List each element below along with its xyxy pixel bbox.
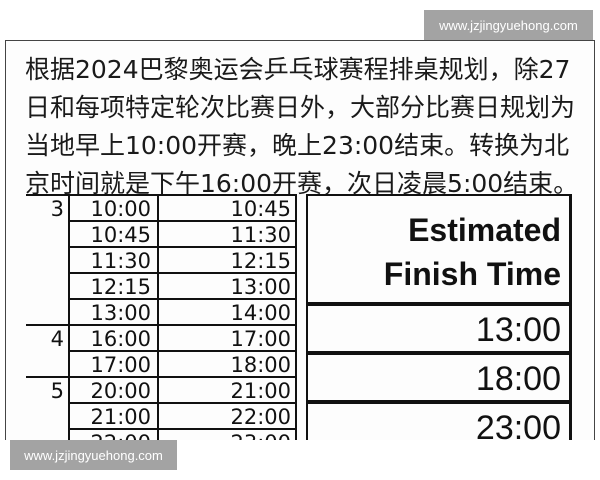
schedule-row: 12:15 13:00 [26, 272, 297, 299]
round-cell [26, 272, 68, 298]
round-cell: 3 [26, 194, 68, 221]
schedule-row: 4 16:00 17:00 [26, 324, 297, 351]
start-time-cell: 12:15 [68, 272, 157, 299]
start-time-cell: 17:00 [68, 350, 157, 377]
round-cell [26, 350, 68, 376]
watermark-top: www.jzjingyuehong.com [424, 10, 593, 40]
intro-paragraph: 根据2024巴黎奥运会乒乓球赛程排桌规划，除27日和每项特定轮次比赛日外，大部分… [25, 55, 579, 198]
schedule-row: 5 20:00 21:00 [26, 376, 297, 403]
end-time-cell: 18:00 [157, 350, 297, 377]
round-cell [26, 402, 68, 428]
end-time-cell: 13:00 [157, 272, 297, 299]
start-time-cell: 11:30 [68, 246, 157, 273]
end-time-cell: 22:00 [157, 402, 297, 429]
end-time-cell: 21:00 [157, 376, 297, 403]
end-time-cell: 17:00 [157, 324, 297, 351]
header-line-2: Finish Time [383, 256, 561, 292]
schedule-row: 17:00 18:00 [26, 350, 297, 377]
finish-value: 18:00 [306, 351, 572, 400]
start-time-cell: 20:00 [68, 376, 157, 403]
round-cell [26, 298, 68, 324]
image-card: 根据2024巴黎奥运会乒乓球赛程排桌规划，除27日和每项特定轮次比赛日外，大部分… [5, 40, 595, 440]
end-time-cell: 11:30 [157, 220, 297, 247]
end-time-cell: 10:45 [157, 194, 297, 221]
start-time-cell: 22:00 [68, 428, 157, 440]
start-time-cell: 10:00 [68, 194, 157, 221]
watermark-bottom: www.jzjingyuehong.com [10, 440, 177, 470]
start-time-cell: 16:00 [68, 324, 157, 351]
finish-value: 23:00 [306, 400, 572, 440]
schedule-row: 10:45 11:30 [26, 220, 297, 247]
header-line-1: Estimated [408, 212, 561, 248]
round-cell [26, 220, 68, 246]
schedule-row: 3 10:00 10:45 [26, 194, 297, 221]
schedule-row: 11:30 12:15 [26, 246, 297, 273]
schedule-row: 13:00 14:00 [26, 298, 297, 325]
start-time-cell: 13:00 [68, 298, 157, 325]
round-cell: 5 [26, 376, 68, 403]
finish-time-header: Estimated Finish Time [306, 194, 572, 304]
start-time-cell: 10:45 [68, 220, 157, 247]
finish-time-table: Estimated Finish Time 13:00 18:00 23:00 [306, 194, 572, 440]
round-cell [26, 428, 68, 440]
finish-value: 13:00 [306, 302, 572, 351]
round-cell: 4 [26, 324, 68, 351]
start-time-cell: 21:00 [68, 402, 157, 429]
end-time-cell: 12:15 [157, 246, 297, 273]
end-time-cell: 23:00 [157, 428, 297, 440]
end-time-cell: 14:00 [157, 298, 297, 325]
round-cell [26, 246, 68, 272]
schedule-row: 21:00 22:00 [26, 402, 297, 429]
